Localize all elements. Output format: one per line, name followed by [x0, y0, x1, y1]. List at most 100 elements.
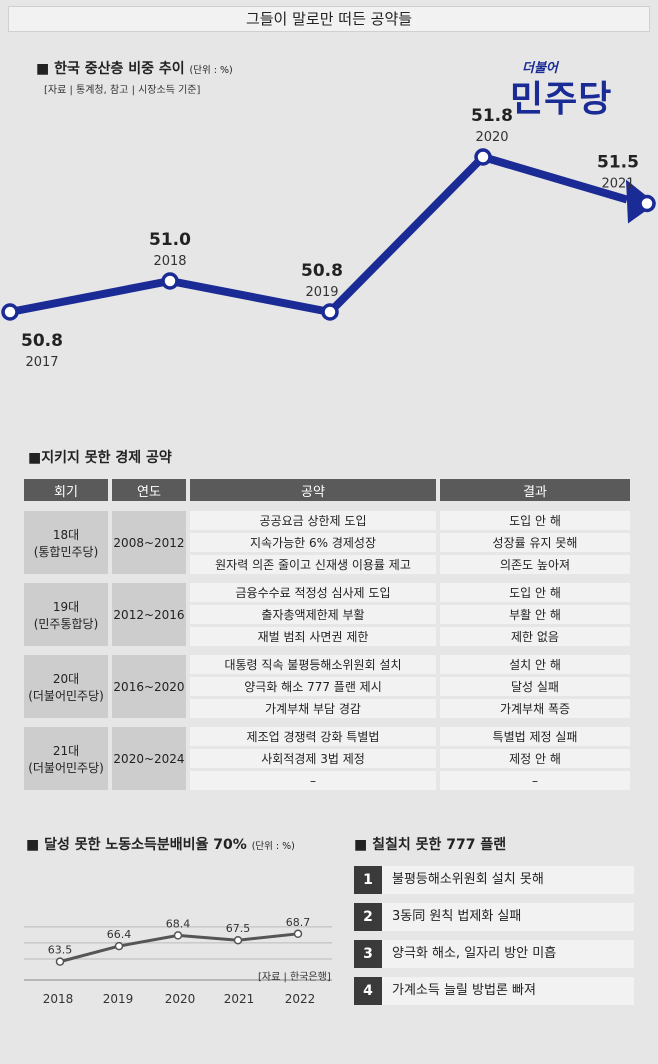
x-tick-label: 2017 — [25, 355, 58, 370]
table-header-row: 회기 연도 공약 결과 — [24, 479, 630, 501]
result-cell: 의존도 높아져 — [440, 555, 630, 574]
middle-class-title: 한국 중산층 비중 추이 — [54, 61, 185, 77]
data-point — [638, 194, 656, 213]
middle-class-source: [자료 | 통계청, 참고 | 시장소득 기준] — [44, 85, 201, 96]
data-point — [161, 272, 179, 290]
pledge-cell: 가계부채 부담 경감 — [190, 699, 436, 718]
pledges-heading: ■지키지 못한 경제 공약 — [28, 450, 172, 466]
years-cell: 2008~2012 — [112, 511, 186, 574]
pledge-cell: 금융수수료 적정성 심사제 도입 — [190, 583, 436, 602]
result-cell: 달성 실패 — [440, 677, 630, 696]
table-row: 재벌 범죄 사면권 제한 제한 없음 — [24, 627, 630, 646]
plan-number: 1 — [354, 866, 382, 894]
result-cell: 제정 안 해 — [440, 749, 630, 768]
labor-source: [자료 | 한국은행] — [258, 972, 331, 983]
x-tick-label: 2018 — [153, 254, 186, 269]
data-label: 51.8 — [471, 106, 513, 126]
plan-item: 4 가계소득 늘릴 방법론 빠져 — [354, 977, 634, 1005]
session-cell: 21대 (더불어민주당) — [24, 727, 108, 790]
data-label: 67.5 — [226, 922, 251, 935]
table-row: 21대 (더불어민주당) 2020~2024 제조업 경쟁력 강화 특별법 특별법… — [24, 727, 630, 790]
pledge-cell: 재벌 범죄 사면권 제한 — [190, 627, 436, 646]
x-tick-label: 2020 — [165, 992, 196, 1006]
data-label: 68.4 — [166, 917, 191, 930]
result-cell: 설치 안 해 — [440, 655, 630, 674]
data-point — [293, 929, 303, 939]
result-cell: – — [440, 771, 630, 790]
data-label: 63.5 — [48, 944, 73, 957]
data-point — [474, 148, 492, 166]
result-cell: 부활 안 해 — [440, 605, 630, 624]
data-label: 68.7 — [286, 916, 311, 929]
x-tick-label: 2019 — [103, 992, 134, 1006]
session-cell: 18대 (통합민주당) — [24, 511, 108, 574]
session-cell: 19대 (민주통합당) — [24, 583, 108, 646]
plan-number: 2 — [354, 903, 382, 931]
x-tick-label: 2020 — [475, 130, 508, 145]
data-point — [114, 941, 124, 951]
years-cell: 2020~2024 — [112, 727, 186, 790]
data-label: 50.8 — [301, 261, 343, 281]
data-point — [233, 935, 243, 945]
pledge-cell: 지속가능한 6% 경제성장 — [190, 533, 436, 552]
result-cell: 가계부채 폭증 — [440, 699, 630, 718]
years-cell: 2016~2020 — [112, 655, 186, 718]
table-row: 양극화 해소 777 플랜 제시 달성 실패 — [24, 677, 630, 696]
session-cell: 20대 (더불어민주당) — [24, 655, 108, 718]
data-point — [321, 303, 339, 321]
x-tick-label: 2022 — [285, 992, 316, 1006]
table-row: 지속가능한 6% 경제성장 성장률 유지 못해 — [24, 533, 630, 552]
data-point — [173, 931, 183, 940]
pledge-cell: 원자력 의존 줄이고 신재생 이용률 제고 — [190, 555, 436, 574]
pledges-title: 지키지 못한 경제 공약 — [41, 450, 172, 466]
header-pledge: 공약 — [190, 479, 436, 501]
header-years: 연도 — [112, 479, 186, 501]
data-label: 51.0 — [149, 230, 191, 250]
result-cell: 특별법 제정 실패 — [440, 727, 630, 746]
middle-class-chart: 50.8 2017 51.0 2018 50.8 2019 51.8 2020 51.5 2021 — [1, 106, 656, 370]
pledge-cell: 대통령 직속 불평등해소위원회 설치 — [190, 655, 436, 674]
plan-item: 1 불평등해소위원회 설치 못해 — [354, 866, 634, 894]
table-row: 원자력 의존 줄이고 신재생 이용률 제고 의존도 높아져 — [24, 555, 630, 574]
table-row: 사회적경제 3법 제정 제정 안 해 — [24, 749, 630, 768]
table-row: 19대 (민주통합당) 2012~2016 금융수수료 적정성 심사제 도입 도입… — [24, 583, 630, 646]
pledge-cell: 제조업 경쟁력 강화 특별법 — [190, 727, 436, 746]
pledges-table: 회기 연도 공약 결과 18대 (통합민주당) 2008~2012 공공요금 상한… — [20, 476, 634, 793]
result-cell: 성장률 유지 못해 — [440, 533, 630, 552]
pledge-cell: 출자총액제한제 부활 — [190, 605, 436, 624]
middle-class-unit: (단위 : %) — [189, 65, 233, 76]
party-logo-small: 더불어 — [522, 61, 558, 76]
plan777-heading: ■ 칠칠치 못한 777 플랜 — [354, 837, 507, 853]
header-result: 결과 — [440, 479, 630, 501]
plan-number: 4 — [354, 977, 382, 1005]
pledge-cell: 사회적경제 3법 제정 — [190, 749, 436, 768]
data-point — [55, 957, 65, 966]
labor-chart: 63.5 2018 66.4 2019 68.4 2020 67.5 2021 68.7 2022 — [24, 916, 332, 1006]
header-session: 회기 — [24, 479, 108, 501]
years-cell: 2012~2016 — [112, 583, 186, 646]
table-row: – – — [24, 771, 630, 790]
data-label: 51.5 — [597, 153, 639, 173]
plan-item: 3 양극화 해소, 일자리 방안 미흡 — [354, 940, 634, 968]
table-row: 출자총액제한제 부활 부활 안 해 — [24, 605, 630, 624]
party-logo: 민주당 — [510, 79, 613, 120]
x-tick-label: 2021 — [224, 992, 255, 1006]
table-row: 가계부채 부담 경감 가계부채 폭증 — [24, 699, 630, 718]
data-label: 66.4 — [107, 928, 132, 941]
table-row: 20대 (더불어민주당) 2016~2020 대통령 직속 불평등해소위원회 설치… — [24, 655, 630, 718]
page-title: 그들이 말로만 떠든 공약들 — [8, 6, 650, 32]
plan777-title: 칠칠치 못한 777 플랜 — [372, 837, 507, 853]
pledge-cell: – — [190, 771, 436, 790]
middle-class-heading: ■ 한국 중산층 비중 추이 (단위 : %) — [36, 61, 233, 77]
plan-text: 가계소득 늘릴 방법론 빠져 — [392, 983, 536, 998]
labor-heading: ■ 달성 못한 노동소득분배비율 70% (단위 : %) — [26, 837, 295, 853]
x-tick-label: 2021 — [601, 177, 634, 192]
labor-title: 달성 못한 노동소득분배비율 70% — [44, 837, 247, 853]
plan-text: 양극화 해소, 일자리 방안 미흡 — [392, 946, 557, 961]
table-row: 18대 (통합민주당) 2008~2012 공공요금 상한제 도입 도입 안 해 — [24, 511, 630, 574]
x-tick-label: 2019 — [305, 285, 338, 300]
pledge-cell: 양극화 해소 777 플랜 제시 — [190, 677, 436, 696]
data-label: 50.8 — [21, 331, 63, 351]
plan-text: 불평등해소위원회 설치 못해 — [392, 872, 544, 887]
labor-unit: (단위 : %) — [251, 841, 295, 852]
